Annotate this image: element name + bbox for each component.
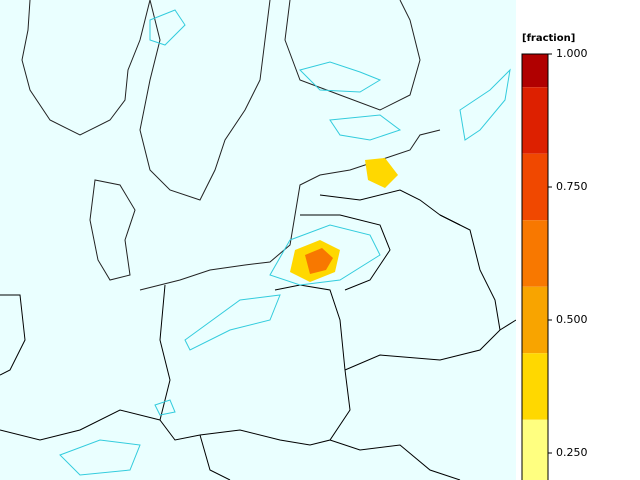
field-area xyxy=(329,114,402,141)
field-area xyxy=(184,294,281,351)
field-area xyxy=(59,439,141,476)
colorbar-band xyxy=(522,286,548,354)
colorbar-band xyxy=(522,153,548,221)
coastline xyxy=(21,0,151,136)
border xyxy=(0,409,231,480)
colorbar-band xyxy=(522,353,548,420)
precipitation-areas xyxy=(59,9,511,476)
colorbar-band xyxy=(522,54,548,88)
border xyxy=(439,214,501,331)
field-area xyxy=(269,224,381,286)
colorbar-band xyxy=(522,87,548,154)
coastline xyxy=(139,129,441,291)
border xyxy=(0,294,26,376)
border xyxy=(300,214,391,291)
coastline xyxy=(89,179,136,281)
border xyxy=(159,284,201,441)
field-area xyxy=(365,158,398,188)
colorbar-label: [fraction] xyxy=(522,33,575,44)
colorbar-band xyxy=(522,419,548,480)
field-area xyxy=(154,399,176,416)
border xyxy=(344,319,517,371)
colorbar: 1.000 0.750 0.500 0.250 xyxy=(521,47,588,480)
colorbar-frame xyxy=(521,53,549,480)
coastline xyxy=(139,0,271,201)
field-area xyxy=(459,68,511,141)
map-lines xyxy=(0,0,517,480)
field-area xyxy=(149,9,186,46)
colorbar-tick-label: 1.000 xyxy=(556,47,588,60)
colorbar-tick-label: 0.250 xyxy=(556,446,588,459)
map-background xyxy=(0,0,516,480)
border xyxy=(199,284,351,446)
colorbar-tick-label: 0.750 xyxy=(556,180,588,193)
field-area xyxy=(299,61,382,93)
field-area xyxy=(305,248,333,274)
colorbar-band xyxy=(522,220,548,287)
coastline xyxy=(284,0,421,111)
colorbar-tick-label: 0.500 xyxy=(556,313,588,326)
border xyxy=(329,439,461,480)
